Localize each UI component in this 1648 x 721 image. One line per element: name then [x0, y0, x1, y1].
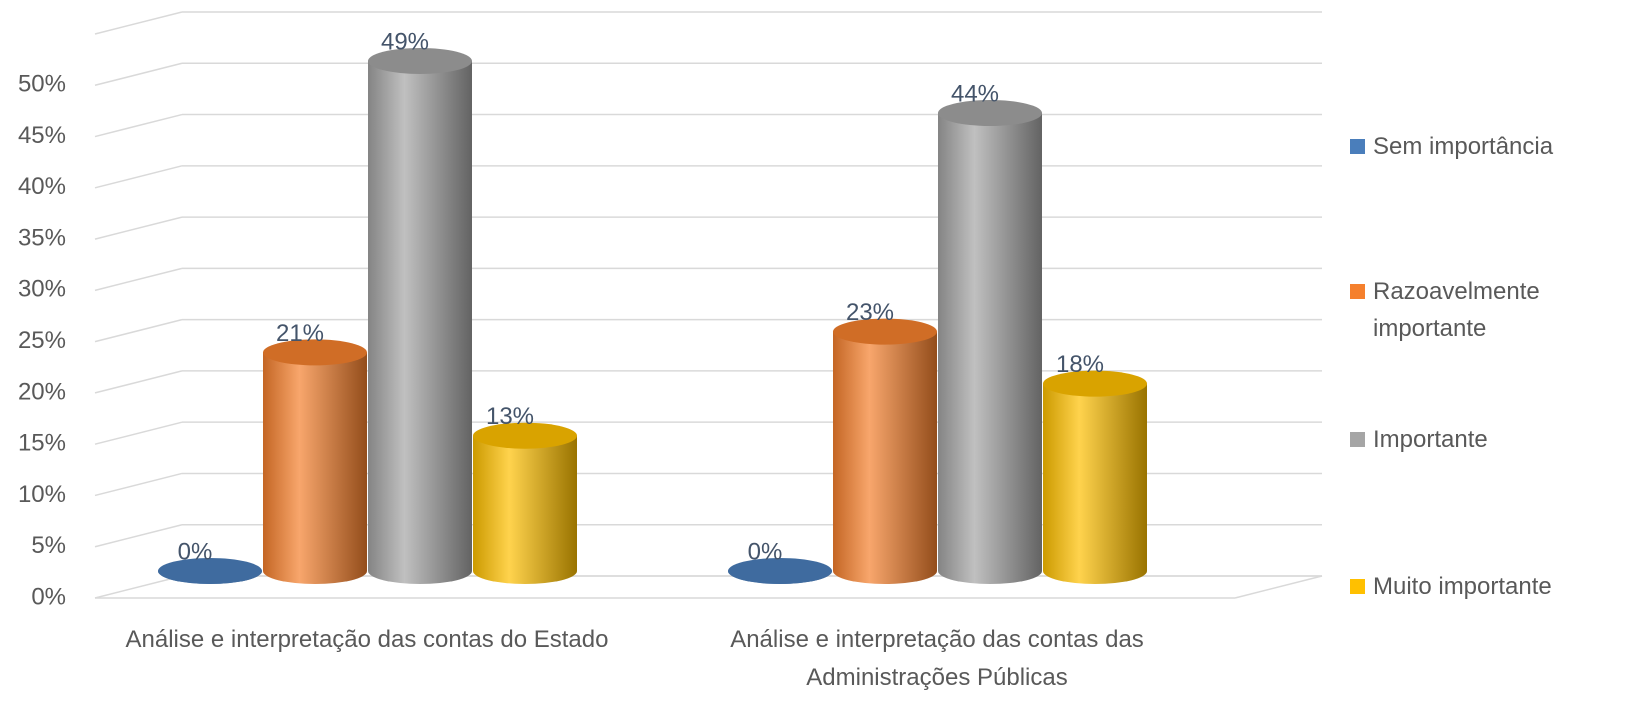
legend-swatch — [1350, 579, 1365, 594]
cylinder-top — [158, 558, 262, 584]
y-tick-label: 20% — [18, 378, 66, 405]
data-label: 44% — [951, 80, 999, 107]
cylinder-top — [1043, 370, 1147, 397]
cylinder-top — [473, 422, 577, 449]
data-label: 13% — [486, 403, 534, 430]
y-tick-label: 30% — [18, 276, 66, 303]
grid-line-side — [94, 165, 183, 189]
y-tick-label: 25% — [18, 327, 66, 354]
grid-line-side — [94, 421, 183, 445]
cylinder — [1043, 383, 1147, 584]
data-label: 0% — [178, 538, 213, 565]
y-tick-label: 45% — [18, 122, 66, 149]
cylinder — [833, 331, 937, 584]
grid-line-side — [94, 318, 183, 343]
legend-swatch — [1350, 432, 1365, 447]
legend-swatch — [1350, 139, 1365, 154]
y-tick-label: 10% — [18, 481, 66, 508]
side-top — [94, 11, 183, 35]
y-tick-label: 50% — [18, 71, 66, 98]
cylinder-top — [263, 339, 367, 366]
cylinder-top — [368, 47, 472, 74]
y-tick-label: 40% — [18, 173, 66, 200]
y-tick-label: 15% — [18, 430, 66, 457]
data-label: 18% — [1056, 351, 1104, 378]
grid-line-side — [94, 62, 183, 86]
grid-line-side — [94, 524, 183, 548]
y-tick-label: 0% — [31, 583, 66, 610]
cylinder-top — [728, 558, 832, 584]
x-tick-label: Análise e interpretação das contas do Es… — [125, 626, 609, 653]
legend-entry: Razoavelmente importante — [1350, 273, 1560, 347]
cylinder-top — [938, 100, 1042, 127]
legend-entry: Importante — [1350, 421, 1560, 458]
grid-line-side — [94, 575, 183, 599]
floor-right — [1234, 575, 1323, 599]
grid-line-side — [94, 113, 183, 138]
legend-entry: Muito importante — [1350, 568, 1560, 605]
cylinder — [368, 60, 472, 585]
legend-label: Razoavelmente importante — [1373, 278, 1540, 342]
grid-line-side — [94, 370, 183, 394]
legend-label: Sem importância — [1373, 133, 1554, 160]
cylinder — [938, 113, 1042, 585]
grid-line-side — [94, 216, 183, 240]
data-label: 23% — [846, 299, 894, 326]
cylinder-top — [833, 318, 937, 345]
legend-swatch — [1350, 284, 1365, 299]
data-label: 21% — [276, 320, 324, 347]
grid-line-side — [94, 472, 183, 497]
legend-label: Muito importante — [1373, 573, 1552, 600]
data-label: 0% — [748, 538, 783, 565]
data-label: 49% — [381, 28, 429, 55]
grid-line-side — [94, 267, 183, 292]
y-tick-label: 35% — [18, 224, 66, 251]
x-tick-label: Análise e interpretação das contas das A… — [730, 626, 1144, 691]
cylinder — [473, 435, 577, 584]
legend-label: Importante — [1373, 426, 1488, 453]
cylinder — [263, 352, 367, 584]
y-tick-label: 5% — [31, 532, 66, 559]
legend-entry: Sem importância — [1350, 128, 1560, 165]
